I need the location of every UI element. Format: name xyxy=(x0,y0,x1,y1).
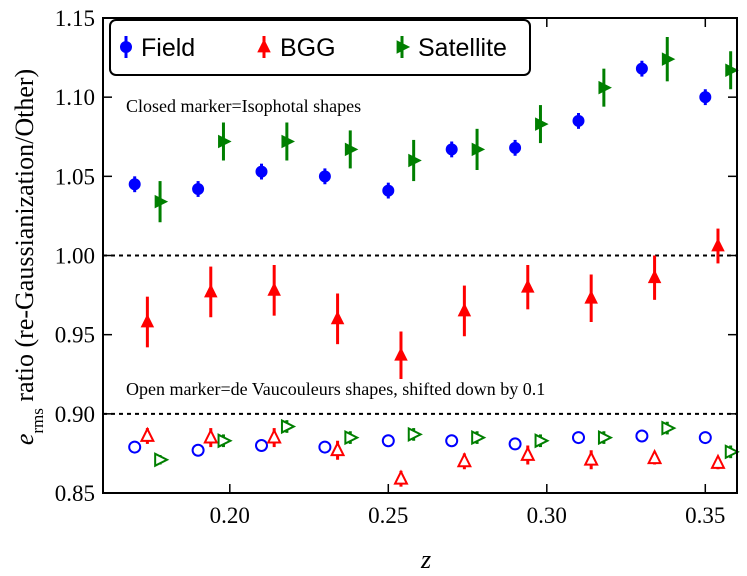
field-closed-point xyxy=(318,170,331,183)
y-tick-label: 0.90 xyxy=(55,402,95,427)
legend-label-bgg: BGG xyxy=(280,34,336,62)
satellite-closed-point xyxy=(598,80,612,95)
bgg-closed-point xyxy=(204,283,218,298)
bgg-closed-point xyxy=(267,282,281,296)
satellite-open-point xyxy=(280,418,297,435)
field-open-point xyxy=(698,431,712,445)
satellite-open-point xyxy=(471,430,487,446)
x-tick-label: 0.35 xyxy=(685,503,725,528)
legend-frame xyxy=(109,19,531,76)
bgg-open-point xyxy=(456,452,472,468)
bgg-closed-point xyxy=(647,269,662,284)
field-closed-point xyxy=(128,178,141,191)
bgg-closed-point xyxy=(457,302,472,317)
field-closed-point xyxy=(509,141,522,154)
y-tick-label: 1.05 xyxy=(55,164,95,189)
satellite-open-point xyxy=(597,430,614,446)
field-closed-point xyxy=(635,62,648,75)
bgg-closed-point xyxy=(711,237,725,252)
y-tick-label: 1.10 xyxy=(55,85,95,110)
annotation-open-markers: Open marker=de Vaucouleurs shapes, shift… xyxy=(126,379,545,399)
y-axis-label-sub: rms xyxy=(28,408,47,434)
satellite-closed-point xyxy=(535,117,549,131)
plot-frame xyxy=(102,17,738,494)
bgg-closed-point xyxy=(330,310,345,325)
y-axis-label-main: e xyxy=(10,434,39,446)
satellite-open-point xyxy=(154,452,170,468)
y-tick-label: 0.85 xyxy=(55,481,95,506)
field-closed-point xyxy=(255,165,268,178)
field-open-point xyxy=(191,443,205,457)
bgg-open-point xyxy=(330,441,346,457)
legend-marker-bgg xyxy=(257,38,271,53)
field-open-point xyxy=(572,431,585,445)
satellite-closed-point xyxy=(725,63,739,78)
satellite-closed-point xyxy=(218,134,232,149)
field-closed-point xyxy=(382,184,395,197)
bgg-open-point xyxy=(647,448,663,465)
field-closed-point xyxy=(699,91,712,104)
satellite-open-point xyxy=(217,433,233,449)
bgg-closed-point xyxy=(521,279,535,293)
legend-label-satellite: Satellite xyxy=(418,34,507,62)
field-open-point xyxy=(381,434,395,448)
x-tick-label: 0.30 xyxy=(527,503,567,528)
bgg-open-point xyxy=(203,428,219,444)
bgg-open-point xyxy=(393,469,409,485)
satellite-open-point xyxy=(344,430,360,446)
field-open-point xyxy=(508,437,522,451)
field-closed-point xyxy=(572,114,585,127)
legend-marker-field xyxy=(120,41,132,53)
legend-label-field: Field xyxy=(141,34,195,62)
field-closed-point xyxy=(192,183,205,195)
satellite-closed-point xyxy=(471,142,486,157)
bgg-open-point xyxy=(710,453,726,469)
field-open-point xyxy=(318,440,332,454)
satellite-closed-point xyxy=(344,142,359,157)
y-axis-label: erms ratio (re-Gaussianization/Other) xyxy=(10,69,47,445)
bgg-closed-point xyxy=(140,313,155,328)
satellite-open-point xyxy=(407,426,423,442)
bgg-open-point xyxy=(583,450,599,466)
satellite-open-point xyxy=(661,420,677,436)
satellite-closed-point xyxy=(661,52,676,66)
bgg-open-point xyxy=(266,428,282,444)
bgg-closed-point xyxy=(584,290,598,304)
bgg-open-point xyxy=(520,445,536,461)
satellite-closed-point xyxy=(281,134,295,149)
legend-marker-satellite xyxy=(396,40,411,54)
bgg-closed-point xyxy=(394,347,408,361)
x-tick-label: 0.25 xyxy=(368,503,408,528)
field-open-point xyxy=(128,440,142,454)
bgg-open-point xyxy=(139,426,155,442)
satellite-closed-point xyxy=(154,194,169,209)
satellite-closed-point xyxy=(408,153,422,168)
legend: Field BGG Satellite xyxy=(109,19,531,76)
field-closed-point xyxy=(445,143,458,156)
x-axis-label: z xyxy=(420,545,431,574)
x-tick-label: 0.20 xyxy=(210,503,250,528)
y-tick-label: 1.00 xyxy=(55,244,95,269)
satellite-open-point xyxy=(724,444,740,460)
field-open-point xyxy=(255,439,268,452)
satellite-open-point xyxy=(534,433,550,449)
field-open-point xyxy=(445,434,459,448)
field-open-point xyxy=(635,429,649,443)
plot-area: 0.20 0.25 0.30 0.35 0.85 0.90 0.95 1.00 1.05 1.10… xyxy=(55,6,740,528)
y-tick-label: 1.15 xyxy=(55,6,95,31)
y-axis-label-rest: ratio (re-Gaussianization/Other) xyxy=(10,69,39,408)
y-tick-label: 0.95 xyxy=(55,323,95,348)
annotation-closed-markers: Closed marker=Isophotal shapes xyxy=(126,96,361,116)
